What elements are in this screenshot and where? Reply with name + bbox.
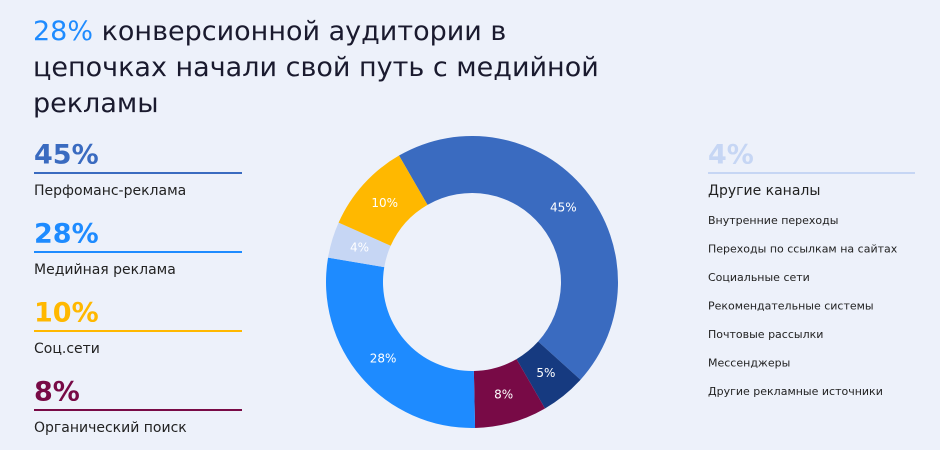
slice xyxy=(328,222,391,268)
legend-value: 8% xyxy=(34,377,80,408)
slice-label: 45% xyxy=(550,201,577,215)
other-channel: Рекомендательные системы xyxy=(708,300,874,313)
legend-label: Другие каналы xyxy=(708,183,820,199)
other-channel: Социальные сети xyxy=(708,271,810,284)
slice xyxy=(338,155,428,246)
slice-label: 5% xyxy=(536,366,555,380)
slice-label: 8% xyxy=(494,388,513,402)
legend-value: 28% xyxy=(34,219,99,250)
legend-value: 10% xyxy=(34,298,99,329)
other-channel: Почтовые рассылки xyxy=(708,328,823,341)
slice-label: 10% xyxy=(371,196,398,210)
slice-label: 4% xyxy=(350,241,369,255)
slice xyxy=(399,136,618,380)
slice xyxy=(326,257,476,428)
other-channel: Мессенджеры xyxy=(708,357,790,370)
title-highlight: 28% xyxy=(33,16,94,47)
slice xyxy=(516,341,581,409)
legend-label: Медийная реклама xyxy=(34,262,176,278)
other-channel: Переходы по ссылкам на сайтах xyxy=(708,243,898,256)
title: конверсионной аудитории в цепочках начал… xyxy=(33,16,599,119)
other-channel: Внутренние переходы xyxy=(708,214,838,227)
legend-label: Перфоманс-реклама xyxy=(34,183,186,199)
legend-label: Соц.сети xyxy=(34,341,100,357)
other-channel: Другие рекламные источники xyxy=(708,385,883,398)
slice xyxy=(473,359,545,428)
legend-value: 4% xyxy=(708,140,754,171)
title-block: 28% конверсионной аудитории в цепочках н… xyxy=(33,14,643,122)
slice-label: 28% xyxy=(370,351,397,365)
legend-value: 45% xyxy=(34,140,99,171)
legend-label: Органический поиск xyxy=(34,420,187,436)
